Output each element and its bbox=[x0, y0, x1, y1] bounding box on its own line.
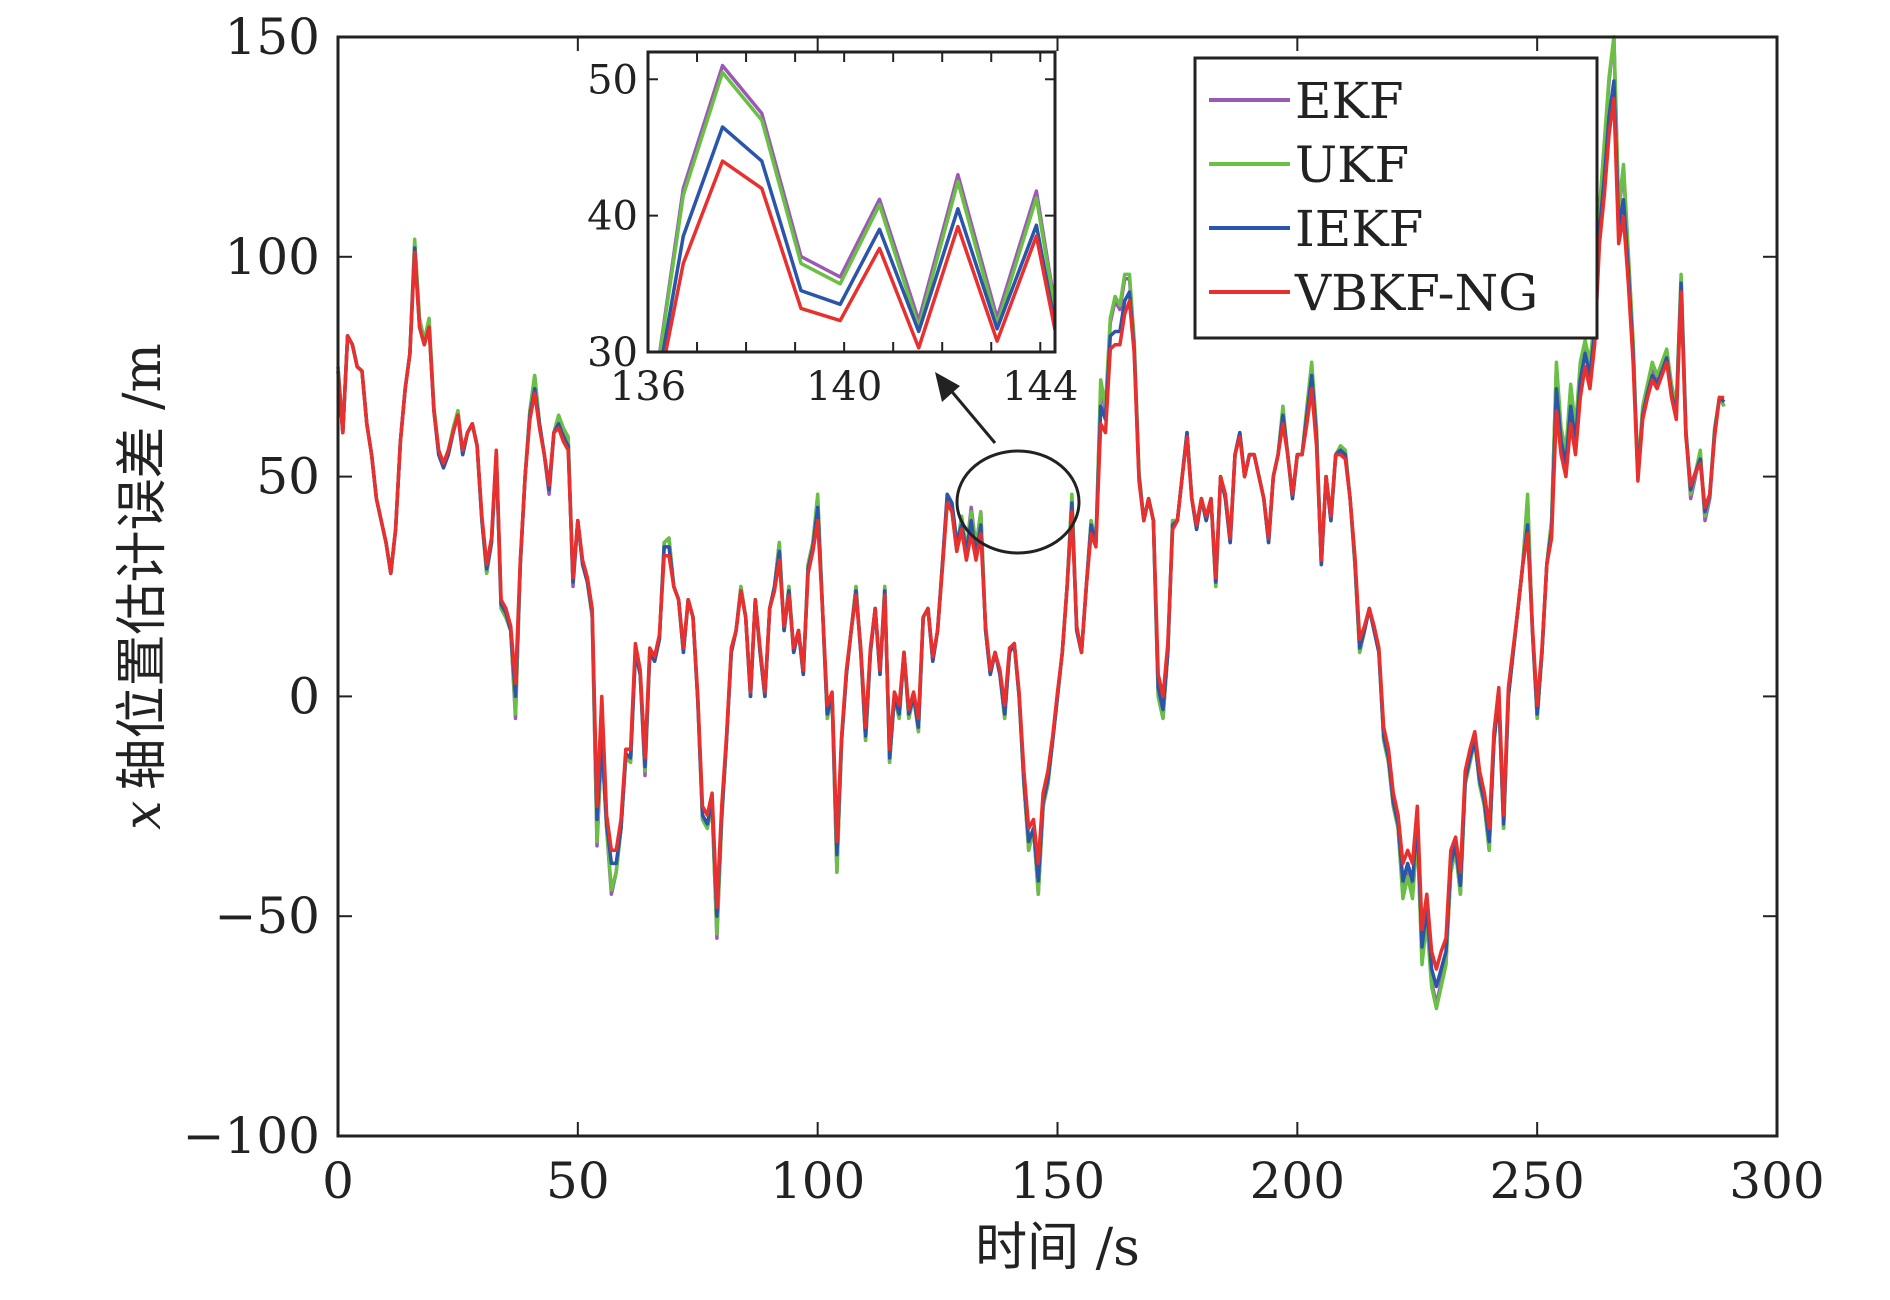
x-tick-label: 300 bbox=[1729, 1152, 1824, 1210]
y-axis-title-group: x 轴位置估计误差 /m bbox=[113, 343, 173, 830]
zoom-arrow bbox=[935, 372, 997, 444]
legend-label-vbkf-ng: VBKF-NG bbox=[1294, 264, 1538, 322]
series-line-vbkf-ng bbox=[336, 96, 1725, 971]
y-axis-title-variable: x bbox=[113, 801, 173, 830]
x-tick-label: 0 bbox=[322, 1152, 354, 1210]
y-tick-label: 0 bbox=[288, 667, 320, 725]
x-tick-label: 100 bbox=[770, 1152, 865, 1210]
inset-zoom-plot: 136 140 144 30 40 50 bbox=[587, 50, 1078, 410]
inset-y-tick-label: 30 bbox=[587, 330, 638, 376]
x-tick-label: 50 bbox=[546, 1152, 610, 1210]
zoom-region-ellipse bbox=[955, 449, 1081, 555]
legend-label-ekf: EKF bbox=[1295, 72, 1404, 130]
y-tick-label: 50 bbox=[256, 448, 320, 506]
y-tick-label: 150 bbox=[225, 8, 320, 66]
inset-series-line-ekf bbox=[658, 63, 1055, 352]
inset-plot-frame bbox=[646, 50, 1057, 354]
inset-axis-ticks: 136 140 144 30 40 50 bbox=[587, 52, 1078, 410]
zoom-arrow-shaft bbox=[946, 386, 997, 444]
inset-series-line-ukf bbox=[658, 70, 1055, 352]
y-axis-title: x 轴位置估计误差 /m bbox=[113, 343, 173, 830]
x-tick-label: 200 bbox=[1250, 1152, 1345, 1210]
inset-series-line-iekf bbox=[661, 125, 1055, 352]
inset-x-tick-label: 144 bbox=[1002, 364, 1078, 410]
zoom-arrow-head bbox=[935, 372, 960, 402]
x-tick-label: 250 bbox=[1489, 1152, 1584, 1210]
inset-plot-series bbox=[658, 63, 1055, 352]
legend: EKF UKF IEKF VBKF-NG bbox=[1193, 56, 1599, 340]
inset-y-tick-label: 40 bbox=[587, 194, 638, 240]
y-tick-label: −100 bbox=[183, 1107, 320, 1165]
legend-label-ukf: UKF bbox=[1295, 136, 1409, 194]
y-tick-label: −50 bbox=[214, 887, 320, 945]
y-axis-title-text: 轴位置估计误差 /m bbox=[113, 343, 173, 790]
inset-x-tick-label: 136 bbox=[610, 364, 686, 410]
legend-label-iekf: IEKF bbox=[1295, 200, 1423, 258]
x-tick-label: 150 bbox=[1010, 1152, 1105, 1210]
inset-y-tick-label: 50 bbox=[587, 57, 638, 103]
main-axis-ticks: 0 50 100 150 200 250 300 −100 −50 0 50 100 150 bbox=[183, 8, 1825, 1210]
legend-items: EKF UKF IEKF VBKF-NG bbox=[1209, 72, 1538, 322]
inset-x-tick-label: 140 bbox=[806, 364, 882, 410]
main-plot-series bbox=[336, 35, 1726, 1011]
x-axis-title: 时间 /s bbox=[975, 1218, 1140, 1278]
y-tick-label: 100 bbox=[225, 228, 320, 286]
inset-series-line-vbkf-ng bbox=[663, 159, 1055, 352]
